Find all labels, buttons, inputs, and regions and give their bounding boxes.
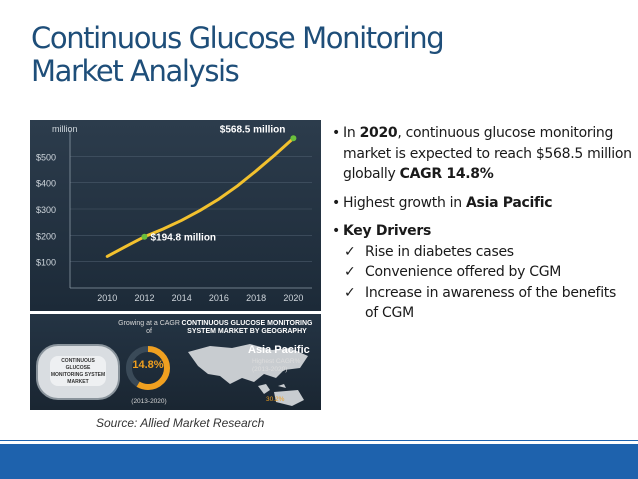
cgm-device-image: CONTINUOUS GLUCOSE MONITORING SYSTEM MAR… bbox=[36, 344, 120, 400]
y-tick-label: $200 bbox=[36, 231, 56, 241]
b1-mid: , continuous glucose monitoring market i… bbox=[343, 125, 632, 182]
slide-title: Continuous Glucose Monitoring Market Ana… bbox=[31, 22, 551, 88]
driver-item: ✓ Increase in awareness of the benefits … bbox=[332, 283, 632, 324]
chart-svg: $100 $200 $300 $400 $500 2010 2012 2014 2016 2018… bbox=[36, 124, 312, 303]
footer-bar bbox=[0, 444, 638, 479]
bullet-highest-growth: Highest growth in Asia Pacific bbox=[332, 193, 632, 214]
x-tick-label: 2020 bbox=[283, 293, 303, 303]
region-sub-text: Highest CAGR% bbox=[252, 358, 301, 365]
b2-pre: Highest growth in bbox=[343, 194, 466, 211]
y-tick-label: $500 bbox=[36, 152, 56, 162]
x-tick-label: 2010 bbox=[97, 293, 117, 303]
asia-pacific-map-icon bbox=[188, 344, 308, 406]
y-tick-label: $400 bbox=[36, 179, 56, 189]
market-growth-chart: $100 $200 $300 $400 $500 2010 2012 2014 2016 2018… bbox=[30, 120, 321, 311]
data-point-marker bbox=[290, 135, 297, 142]
driver-text: Increase in awareness of the benefits of… bbox=[365, 284, 616, 322]
growth-label: Growing at a CAGR of bbox=[118, 320, 180, 335]
cagr-value: 14.8% bbox=[132, 359, 164, 371]
region-label: Asia Pacific bbox=[248, 344, 310, 356]
geography-title: CONTINUOUS GLUCOSE MONITORING SYSTEM MAR… bbox=[181, 320, 313, 335]
x-tick-label: 2012 bbox=[134, 293, 154, 303]
source-citation: Source: Allied Market Research bbox=[96, 416, 265, 430]
region-sub: Highest CAGR% (2013-2020) bbox=[252, 358, 300, 374]
title-line-1: Continuous Glucose Monitoring bbox=[31, 21, 445, 55]
y-unit-label: million bbox=[52, 124, 78, 134]
device-screen-text: CONTINUOUS GLUCOSE MONITORING SYSTEM MAR… bbox=[50, 356, 106, 386]
data-label-2020: $568.5 million bbox=[220, 124, 286, 135]
region-cagr-value: 30.2% bbox=[266, 396, 285, 403]
b1-year: 2020 bbox=[359, 125, 398, 141]
period-label: (2013-2020) bbox=[131, 398, 167, 405]
driver-item: ✓ Convenience offered by CGM bbox=[332, 262, 632, 283]
driver-text: Convenience offered by CGM bbox=[365, 264, 562, 280]
x-tick-label: 2016 bbox=[209, 293, 229, 303]
cagr-ring-icon bbox=[126, 346, 170, 390]
cgm-infographic: CONTINUOUS GLUCOSE MONITORING SYSTEM MAR… bbox=[30, 314, 321, 410]
checkmark-icon: ✓ bbox=[344, 284, 356, 301]
region-period: (2013-2020) bbox=[252, 366, 288, 373]
x-tick-label: 2014 bbox=[172, 293, 192, 303]
y-tick-label: $300 bbox=[36, 205, 56, 215]
b1-pre: In bbox=[343, 125, 360, 141]
checkmark-icon: ✓ bbox=[344, 243, 356, 260]
title-line-2: Market Analysis bbox=[31, 54, 240, 88]
driver-text: Rise in diabetes cases bbox=[365, 243, 514, 260]
x-tick-label: 2018 bbox=[246, 293, 266, 303]
driver-item: ✓ Rise in diabetes cases bbox=[332, 242, 632, 263]
key-drivers-title: Key Drivers bbox=[343, 223, 431, 239]
b1-cagr: CAGR 14.8% bbox=[399, 166, 494, 182]
data-label-2012: $194.8 million bbox=[150, 233, 216, 244]
checkmark-icon: ✓ bbox=[344, 264, 356, 280]
key-points-list: In 2020, continuous glucose monitoring m… bbox=[332, 123, 632, 324]
data-point-marker bbox=[141, 233, 148, 240]
b2-region: Asia Pacific bbox=[466, 194, 553, 211]
footer-divider bbox=[0, 440, 638, 441]
bullet-key-drivers: Key Drivers bbox=[332, 221, 632, 242]
series-line bbox=[105, 136, 295, 258]
bullet-market-forecast: In 2020, continuous glucose monitoring m… bbox=[332, 123, 632, 185]
drivers-list: ✓ Rise in diabetes cases ✓ Convenience o… bbox=[332, 242, 632, 324]
y-tick-label: $100 bbox=[36, 258, 56, 268]
